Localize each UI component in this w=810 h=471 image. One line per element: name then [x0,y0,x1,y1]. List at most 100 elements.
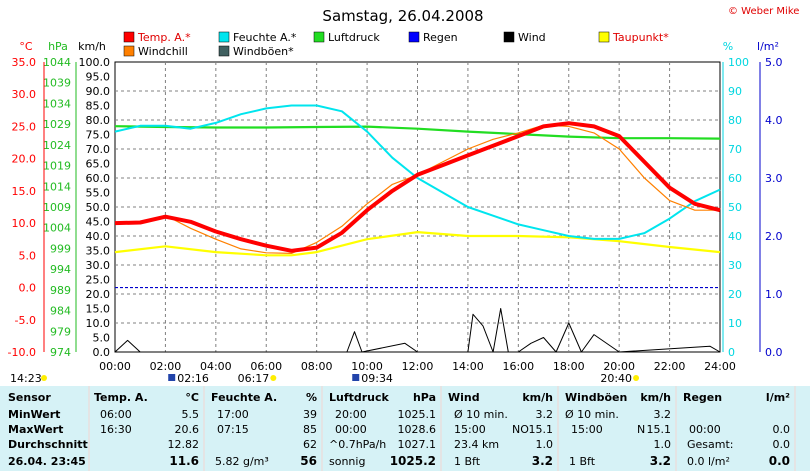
x-tick-label: 16:00 [502,360,534,373]
moonset-label: 02:16 [177,372,209,385]
chart-title: Samstag, 26.04.2008 [322,7,483,25]
stats-header-hum-unit: % [305,391,317,404]
moonrise-label: 09:34 [361,372,393,385]
x-tick-label: 10:00 [351,360,383,373]
sun-icon [41,375,47,381]
gust-max-time: 15:00 [571,423,603,436]
wind-current-value: 3.2 [531,454,553,468]
press-min-value: 1025.1 [397,408,437,421]
stats-col-gust: Windböen km/h Ø 10 min. 3.2 15:00 N 15.1… [559,386,675,471]
wind-tick-label: 85.0 [86,100,111,113]
wind-max-value: 15.1 [528,423,554,436]
x-tick-label: 08:00 [301,360,333,373]
rain-total-label: Gesamt: [687,438,734,451]
legend-swatch [598,31,610,43]
legend-label: Regen [423,31,458,44]
legend-swatch [313,31,325,43]
temp-avg-value: 12.82 [167,438,200,451]
temp-current-value: 11.6 [169,454,199,468]
rain-tick-label: 2.0 [765,230,783,243]
chart-legend: Temp. A.* Feuchte A.* Luftdruck Regen Wind Ta… [123,31,669,58]
humidity-tick-label: 80 [728,114,742,127]
sunrise-label: 06:17 [238,372,270,385]
press-trend: ^0.7hPa/h [329,438,387,451]
gust-avg10-value: 3.2 [653,408,672,421]
row-label-min: MinWert [8,408,61,421]
stats-header-temp-unit: °C [185,391,199,404]
wind-tick-label: 35.0 [86,245,111,258]
humidity-tick-label: 40 [728,230,742,243]
wind-tick-label: 0.0 [93,346,111,359]
legend-swatch [503,31,515,43]
x-tick-label: 06:00 [250,360,282,373]
temp-max-value: 20.6 [174,423,200,436]
chart-series [114,104,721,353]
gust-max-value: 15.1 [646,423,672,436]
temp-tick-label: -5.0 [15,314,36,327]
wind-tick-label: 30.0 [86,259,111,272]
wind-tick-label: 15.0 [86,303,111,316]
axis-tick-labels: 35.030.025.020.015.010.05.00.0-5.0-10.01… [8,40,783,373]
stats-col-wind: Wind km/h Ø 10 min. 3.2 15:00 NO 15.1 23… [442,386,557,471]
wind-tick-label: 75.0 [86,129,111,142]
legend-label: Taupunkt* [612,31,669,44]
x-tick-label: 04:00 [200,360,232,373]
stats-col-humidity: Feuchte A. % 17:00 39 07:15 85 62 5.82 g… [205,386,321,471]
series-wind [114,308,721,353]
pressure-tick-label: 994 [50,263,71,276]
humidity-tick-label: 30 [728,259,742,272]
wind-tick-label: 90.0 [86,85,111,98]
hum-min-value: 39 [303,408,317,421]
weather-chart: 35.030.025.020.015.010.05.00.0-5.0-10.01… [7,6,800,385]
stats-col-pressure: Luftdruck hPa 20:00 1025.1 00:00 1028.6 … [323,386,440,471]
press-max-time: 00:00 [335,423,367,436]
humidity-tick-label: 60 [728,172,742,185]
press-current-value: 1025.2 [389,454,436,468]
temp-tick-label: 25.0 [12,120,37,133]
humidity-tick-label: 70 [728,143,742,156]
humidity-tick-label: 90 [728,85,742,98]
x-tick-label: 14:00 [452,360,484,373]
pressure-tick-label: 974 [50,346,71,359]
wind-max-time: 15:00 [454,423,486,436]
stats-header-rain: Regen [683,391,723,404]
series-temp-a [114,121,721,253]
temp-tick-label: 35.0 [12,56,37,69]
wind-tick-label: 60.0 [86,172,111,185]
wind-tick-label: 10.0 [86,317,111,330]
stats-col-rain: Regen l/m² 00:00 0.0 Gesamt: 0.0 0.0 l/m… [677,386,794,471]
copyright-text: © Weber Mike [728,6,799,17]
gust-avg-value: 1.0 [653,438,672,451]
row-label-max: MaxWert [8,423,64,436]
temp-max-time: 16:30 [100,423,132,436]
rain-tick-label: 4.0 [765,114,783,127]
stats-header-wind-unit: km/h [522,391,553,404]
temp-tick-label: 20.0 [12,153,37,166]
statistics-table: Sensor MinWert MaxWert Durchschnitt 26.0… [0,386,810,471]
temp-tick-label: -10.0 [8,346,36,359]
rain-total-value: 0.0 [772,438,791,451]
pressure-tick-label: 1009 [43,201,71,214]
stats-header-rain-unit: l/m² [765,391,790,404]
temp-min-time: 06:00 [100,408,132,421]
pressure-tick-label: 979 [50,325,71,338]
legend-swatch [218,31,230,43]
humidity-tick-label: 0 [728,346,735,359]
stats-header-press-unit: hPa [412,391,436,404]
legend-label: Windböen* [233,45,294,58]
axis-unit-label: l/m² [757,40,779,53]
press-min-time: 20:00 [335,408,367,421]
axis-unit-label: hPa [48,40,68,53]
pressure-tick-label: 1004 [43,222,71,235]
wind-tick-label: 50.0 [86,201,111,214]
moonset-icon [168,374,176,381]
legend-swatch [123,31,135,43]
legend-swatch [218,45,230,57]
stats-col-temp: Temp. A. °C 06:00 5.5 16:30 20.6 12.82 1… [90,386,203,471]
gust-avg10-label: Ø 10 min. [565,408,619,421]
sun-moon-markers: 06:17 20:40 02:16 09:34 14:23 [10,372,640,385]
press-avg-value: 1027.1 [397,438,437,451]
pressure-tick-label: 1034 [43,97,71,110]
stats-col-extra [796,386,810,471]
chart-grid [114,61,721,353]
